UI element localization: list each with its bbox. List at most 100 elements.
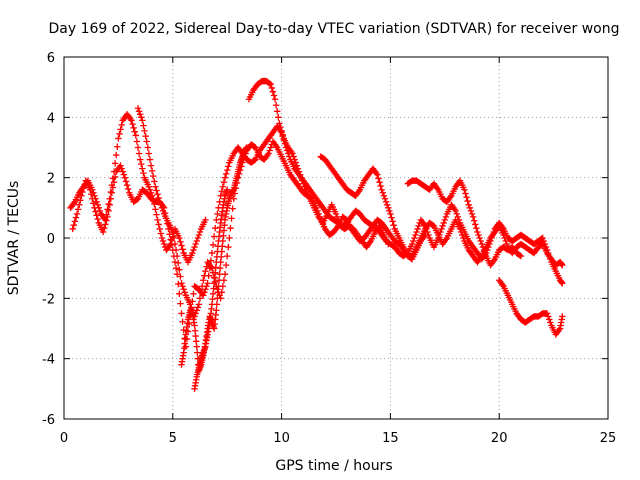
data-point <box>461 186 468 193</box>
data-point <box>160 240 168 248</box>
chart-title: Day 169 of 2022, Sidereal Day-to-day VTE… <box>49 21 620 37</box>
data-point <box>146 156 154 163</box>
data-point <box>152 206 159 213</box>
data-point <box>120 171 128 178</box>
data-point <box>122 178 130 185</box>
data-point <box>228 215 235 222</box>
data-point <box>274 108 281 115</box>
data-point <box>110 168 118 175</box>
data-point <box>453 210 460 218</box>
x-tick-label: 10 <box>273 431 290 446</box>
data-point <box>543 310 551 317</box>
data-point <box>171 258 179 266</box>
data-point <box>559 313 566 320</box>
data-point <box>170 234 178 242</box>
data-point <box>202 216 209 224</box>
data-point <box>193 307 200 314</box>
data-point <box>90 189 97 196</box>
data-point <box>190 290 197 298</box>
data-point <box>220 178 228 186</box>
data-point <box>224 252 231 260</box>
data-point <box>103 211 110 218</box>
data-point <box>195 231 203 239</box>
data-point <box>152 183 159 190</box>
data-point <box>148 192 156 199</box>
data-point <box>113 151 120 159</box>
data-point <box>157 230 165 237</box>
data-point <box>219 183 227 190</box>
data-point <box>390 221 397 229</box>
y-tick-label: -6 <box>42 413 55 428</box>
data-point <box>106 201 113 209</box>
data-point <box>296 171 304 178</box>
data-point <box>214 289 222 296</box>
data-point <box>379 189 386 196</box>
data-point <box>151 178 158 185</box>
data-point <box>116 130 123 138</box>
data-point <box>181 289 188 296</box>
data-point <box>198 283 206 290</box>
data-point <box>154 191 161 198</box>
data-point <box>290 153 297 160</box>
data-point <box>272 102 280 109</box>
data-point <box>380 192 388 199</box>
y-tick-label: 0 <box>47 232 55 247</box>
data-point <box>159 237 167 245</box>
data-point <box>169 228 176 236</box>
data-point <box>385 204 392 212</box>
data-point <box>108 182 116 189</box>
data-point <box>301 183 308 190</box>
data-point <box>129 120 136 128</box>
data-point <box>389 218 396 225</box>
data-point <box>476 234 483 242</box>
data-point <box>442 213 450 221</box>
data-point <box>138 114 145 121</box>
data-point <box>270 92 278 99</box>
data-point <box>136 156 144 163</box>
data-point <box>176 234 183 242</box>
data-point <box>225 163 232 170</box>
data-point <box>222 261 230 269</box>
data-point <box>71 218 79 225</box>
data-point <box>76 201 83 209</box>
data-point <box>144 144 151 151</box>
data-point <box>187 301 194 308</box>
data-point <box>176 266 183 273</box>
data-point <box>216 271 223 278</box>
data-point <box>378 186 385 193</box>
data-point <box>119 168 126 175</box>
data-point <box>106 195 113 202</box>
data-point <box>109 175 117 182</box>
data-point <box>96 207 104 215</box>
data-point <box>176 290 183 298</box>
data-point <box>465 201 472 209</box>
data-point <box>124 185 132 193</box>
series-track-8 <box>404 177 525 269</box>
data-point <box>178 242 185 249</box>
data-point <box>194 349 201 356</box>
data-point <box>141 127 148 135</box>
data-point <box>216 264 224 272</box>
data-point <box>74 206 82 213</box>
data-point <box>190 246 197 254</box>
data-point <box>154 216 161 224</box>
data-point <box>387 210 394 218</box>
data-point <box>135 108 143 115</box>
data-point <box>413 228 420 236</box>
data-point <box>276 120 283 127</box>
data-point <box>193 343 200 350</box>
axis-ticks: 0 5 10 15 20 25 -6 -4 -2 0 2 4 6 <box>42 51 616 446</box>
data-point <box>72 214 80 221</box>
data-point <box>294 165 302 172</box>
data-point <box>464 197 471 205</box>
data-point <box>224 166 231 174</box>
data-points <box>67 77 566 393</box>
data-point <box>229 205 236 212</box>
data-point <box>278 127 285 135</box>
data-point <box>215 283 222 290</box>
data-point <box>195 301 203 308</box>
series-track-4 <box>178 144 250 374</box>
data-point <box>221 174 229 181</box>
data-point <box>117 162 124 169</box>
data-point <box>500 231 507 239</box>
